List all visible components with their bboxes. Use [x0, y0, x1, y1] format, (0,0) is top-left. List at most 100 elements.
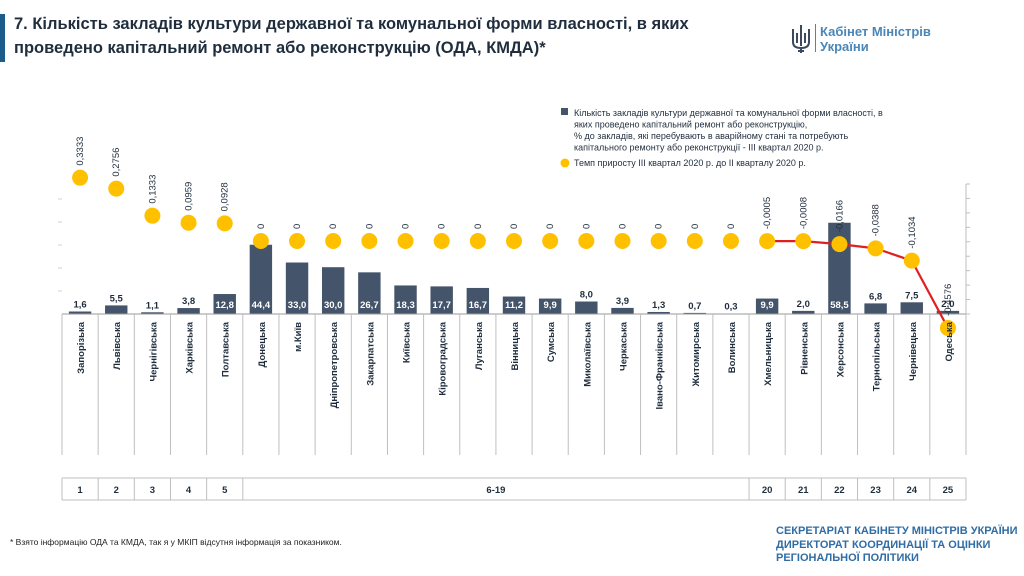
bar-value-label: 44,4	[252, 300, 271, 311]
bar-3	[141, 312, 164, 314]
bar-value-label: 0,3	[724, 302, 737, 313]
bar-value-label: 16,7	[469, 300, 488, 311]
bar-value-label: 2,0	[797, 299, 810, 310]
growth-dot-20	[759, 233, 776, 250]
growth-dot-12	[469, 233, 486, 249]
logo-divider	[815, 24, 816, 52]
bar-13	[502, 296, 526, 314]
growth-dot-21	[795, 233, 812, 250]
growth-value-label: -0,0005	[762, 197, 773, 229]
growth-dot-3	[144, 207, 161, 224]
category-label: Рівненська	[799, 321, 810, 374]
legend-bar-text: яких проведено капітальний ремонт або ре…	[574, 120, 807, 130]
bar-value-label: 8,0	[580, 290, 593, 301]
bar-2	[105, 305, 128, 314]
growth-dot-1	[72, 169, 89, 186]
rank-label: 4	[186, 485, 192, 496]
secretariat-line-1: СЕКРЕТАРІАТ КАБІНЕТУ МІНІСТРІВ УКРАЇНИ	[776, 525, 1018, 537]
growth-value-label: 0	[617, 224, 628, 229]
bar-14	[538, 298, 562, 314]
category-label: Закарпатська	[365, 321, 376, 386]
bar-8	[321, 267, 345, 314]
category-label: Житомирська	[691, 321, 702, 387]
growth-value-label: 0,0959	[184, 182, 195, 211]
bar-25	[936, 310, 960, 314]
logo-text-line2: України	[820, 39, 869, 54]
growth-dot-19	[722, 233, 739, 249]
rank-label: 6-19	[486, 485, 505, 496]
rank-label: 21	[798, 485, 809, 496]
category-label: Кіровоградська	[438, 321, 449, 395]
rank-label: 22	[834, 485, 845, 496]
category-label: Черкаська	[618, 321, 629, 371]
rank-label: 23	[870, 485, 881, 496]
growth-dot-17	[650, 233, 667, 249]
growth-value-label: 0	[581, 224, 592, 229]
bar-value-label: 33,0	[288, 300, 307, 311]
growth-value-label: 0	[654, 224, 665, 229]
bar-value-label: 30,0	[324, 300, 343, 311]
category-label: Хмельницька	[763, 321, 774, 386]
growth-value-label: 0	[726, 224, 737, 229]
bar-value-label: 3,9	[616, 296, 629, 307]
bar-9	[358, 272, 381, 314]
secretariat-block: СЕКРЕТАРІАТ КАБІНЕТУ МІНІСТРІВ УКРАЇНИ Д…	[776, 525, 1017, 566]
bar-17	[647, 311, 670, 314]
growth-value-label: 0,3333	[75, 137, 86, 166]
legend-bar-text: капітального ремонту або реконструкції -…	[574, 143, 824, 153]
bar-value-label: 26,7	[360, 300, 379, 311]
growth-value-label: 0	[437, 224, 448, 229]
growth-value-label: 0,1333	[147, 175, 158, 204]
bar-value-label: 2,0	[941, 299, 954, 310]
growth-value-label: 0	[509, 224, 520, 229]
growth-dot-9	[361, 233, 378, 249]
rank-label: 25	[943, 485, 954, 496]
rank-label: 1	[77, 485, 83, 496]
category-label: Луганська	[474, 321, 485, 370]
secretariat-line-3: РЕГІОНАЛЬНОЇ ПОЛІТИКИ	[776, 552, 919, 564]
growth-value-label: 0	[401, 224, 412, 229]
category-label: Вінницька	[510, 321, 521, 370]
category-label: Херсонська	[835, 321, 846, 377]
category-label: Миколаївська	[582, 321, 593, 386]
growth-dot-11	[433, 233, 450, 249]
growth-value-label: 0	[256, 224, 267, 229]
growth-value-label: -0,0008	[798, 197, 809, 229]
bar-6	[249, 244, 273, 314]
growth-value-label: 0	[473, 224, 484, 229]
category-label: Тернопільська	[872, 321, 883, 391]
growth-value-label: -0,4576	[943, 284, 954, 316]
category-label: Запорізька	[76, 321, 87, 374]
growth-dot-7	[289, 233, 306, 249]
category-label: Львівська	[112, 321, 123, 369]
bar-18	[683, 312, 707, 314]
bar-24	[900, 302, 923, 314]
bar-value-label: 3,8	[182, 296, 195, 307]
growth-dot-25	[939, 319, 956, 336]
bar-4	[177, 308, 200, 314]
rank-label: 20	[762, 485, 773, 496]
growth-dot-5	[216, 215, 233, 232]
rank-label: 2	[114, 485, 119, 496]
bar-20	[755, 298, 779, 314]
category-label: Івано-Франківська	[655, 321, 666, 409]
rank-label: 5	[222, 485, 228, 496]
category-label: Одеська	[944, 321, 955, 361]
category-label: Донецька	[257, 321, 268, 367]
bar-value-label: 1,1	[146, 300, 160, 311]
growth-dot-18	[686, 233, 703, 249]
category-label: Київська	[402, 321, 413, 363]
bar-value-label: 17,7	[432, 300, 451, 311]
growth-value-label: 0	[292, 224, 303, 229]
category-label: Чернігівська	[148, 321, 159, 381]
category-label: м.Київ	[293, 322, 304, 352]
growth-dot-24	[903, 252, 920, 269]
growth-value-label: 0	[328, 224, 339, 229]
growth-dot-14	[542, 233, 559, 249]
growth-value-label: 0	[364, 224, 375, 229]
legend-bar-text: % до закладів, які перебувають в аварійн…	[574, 131, 848, 141]
bar-value-label: 9,9	[544, 300, 557, 311]
category-label: Харківська	[185, 321, 196, 373]
category-label: Волинська	[727, 321, 738, 373]
